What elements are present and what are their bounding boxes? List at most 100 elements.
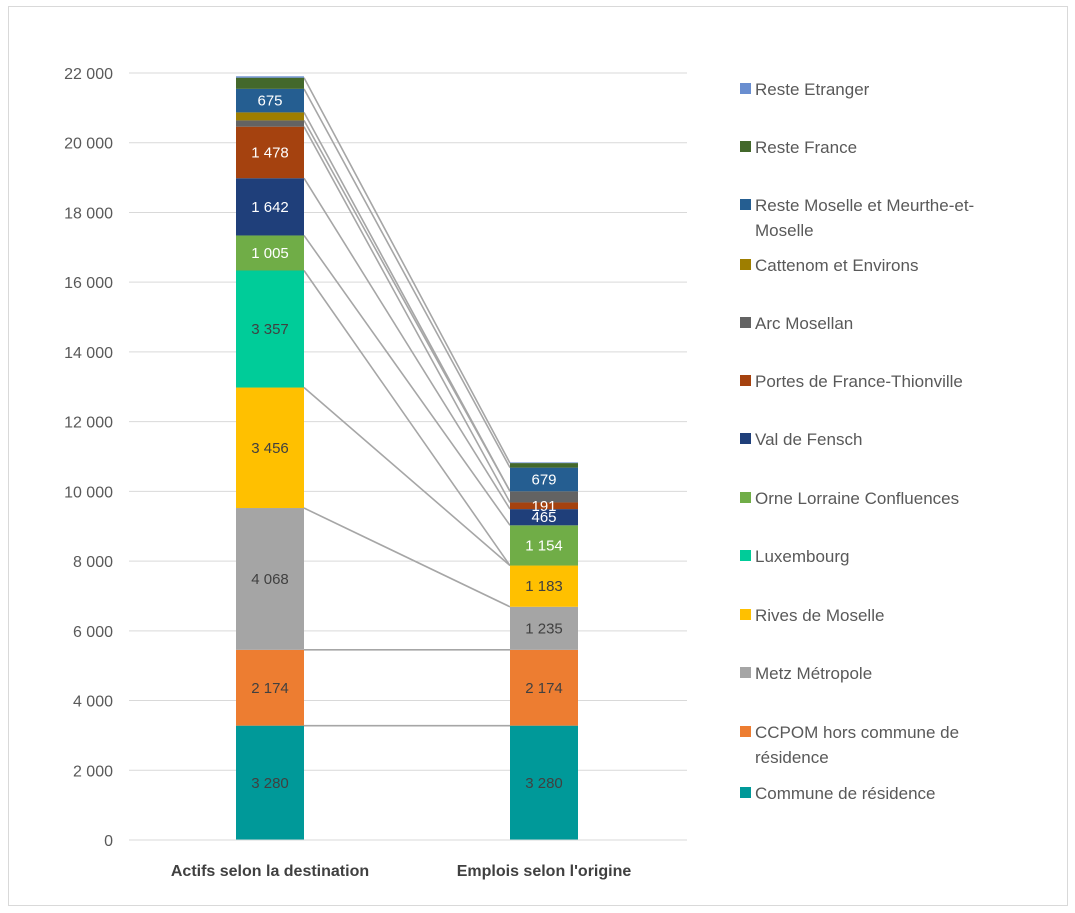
y-tick-label: 12 000 <box>64 415 113 432</box>
bar-segment <box>510 725 578 840</box>
bar-segment <box>510 467 578 492</box>
bar-segment <box>236 112 304 121</box>
data-label: 3 280 <box>251 775 289 792</box>
legend-label: Arc Mosellan <box>755 314 853 333</box>
y-tick-label: 14 000 <box>64 345 113 362</box>
data-label: 679 <box>531 471 556 488</box>
data-label: 2 174 <box>525 680 563 697</box>
legend-swatch <box>740 375 751 386</box>
bar-segment <box>510 565 578 607</box>
bar-segment <box>236 76 304 78</box>
data-label: 1 154 <box>525 537 563 554</box>
legend-label: Reste Etranger <box>755 80 870 99</box>
series-connectors <box>303 77 511 727</box>
x-category-label: Emplois selon l'origine <box>457 863 632 880</box>
y-tick-label: 16 000 <box>64 275 113 292</box>
bar-segment <box>510 491 578 503</box>
bar-segment <box>510 463 578 468</box>
legend-label: Moselle <box>755 221 814 240</box>
y-tick-label: 8 000 <box>73 554 113 571</box>
legend-swatch <box>740 609 751 620</box>
data-label: 1 642 <box>251 199 289 216</box>
legend-swatch <box>740 199 751 210</box>
data-label: 3 280 <box>525 775 563 792</box>
y-tick-label: 4 000 <box>73 694 113 711</box>
data-label: 2 174 <box>251 680 289 697</box>
y-tick-label: 10 000 <box>64 484 113 501</box>
legend-label: Rives de Moselle <box>755 606 884 625</box>
legend-swatch <box>740 141 751 152</box>
legend-label: Commune de résidence <box>755 784 935 803</box>
bar-segment <box>236 88 304 113</box>
data-label: 1 005 <box>251 245 289 262</box>
legend-label: CCPOM hors commune de <box>755 723 959 742</box>
legend-swatch <box>740 433 751 444</box>
bar-segment <box>510 525 578 566</box>
series-line <box>303 77 511 464</box>
bar-segment <box>236 649 304 726</box>
series-line <box>303 126 511 503</box>
series-line <box>303 112 511 492</box>
chart-frame: 0 2 000 4 000 6 000 8 000 10 000 12 000 14 000 1… <box>8 6 1068 906</box>
data-label: 191 <box>531 498 556 515</box>
bar-segment <box>236 120 304 127</box>
legend-label: Reste Moselle et Meurthe-et- <box>755 196 974 215</box>
gridlines <box>129 72 687 841</box>
bar-segment <box>236 77 304 89</box>
legend-swatch <box>740 787 751 798</box>
bar-segment <box>236 725 304 840</box>
legend-label: Orne Lorraine Confluences <box>755 489 959 508</box>
bar-segment <box>236 126 304 179</box>
data-label: 675 <box>257 93 282 110</box>
bar-segment <box>236 387 304 509</box>
x-axis: Actifs selon la destination Emplois selon… <box>129 839 687 880</box>
bar-segment <box>236 508 304 650</box>
legend-label: Reste France <box>755 138 857 157</box>
stacked-bar-chart: 0 2 000 4 000 6 000 8 000 10 000 12 000 14 000 1… <box>64 66 974 880</box>
legend-swatch <box>740 259 751 270</box>
series-line <box>303 177 511 510</box>
data-label: 3 357 <box>251 321 289 338</box>
bar-segment <box>510 502 578 510</box>
data-labels: 3 280 2 174 4 068 3 456 3 357 1 005 1 642 1 478… <box>251 93 563 792</box>
y-tick-label: 2 000 <box>73 763 113 780</box>
data-label: 1 478 <box>251 144 289 161</box>
y-tick-label: 20 000 <box>64 136 113 153</box>
legend-swatch <box>740 492 751 503</box>
data-label: 1 183 <box>525 578 563 595</box>
x-category-label: Actifs selon la destination <box>171 863 369 880</box>
y-tick-label: 0 <box>104 833 113 850</box>
legend-label: Portes de France-Thionville <box>755 372 963 391</box>
bar-segment <box>510 606 578 650</box>
legend-label: Metz Métropole <box>755 664 872 683</box>
series-line <box>303 386 511 567</box>
legend-swatch <box>740 726 751 737</box>
y-tick-label: 22 000 <box>64 66 113 83</box>
legend-swatch <box>740 550 751 561</box>
data-label: 4 068 <box>251 571 289 588</box>
bar-segment <box>510 509 578 526</box>
data-label: 3 456 <box>251 440 289 457</box>
y-tick-label: 18 000 <box>64 205 113 222</box>
bar-segment <box>510 462 578 464</box>
legend-swatch <box>740 317 751 328</box>
y-tick-label: 6 000 <box>73 624 113 641</box>
bar-segment <box>236 270 304 388</box>
legend-swatch <box>740 83 751 94</box>
bar-segment <box>510 649 578 726</box>
legend-label: Val de Fensch <box>755 430 862 449</box>
legend-swatch <box>740 667 751 678</box>
series-line <box>303 507 511 608</box>
series-line <box>303 235 511 526</box>
legend-label: Cattenom et Environs <box>755 256 918 275</box>
data-label: 1 235 <box>525 620 563 637</box>
bars <box>236 76 578 840</box>
data-label: 465 <box>531 509 556 526</box>
bar-segment <box>236 235 304 271</box>
legend-label: résidence <box>755 748 829 767</box>
legend: Reste Etranger Reste France Reste Moselle … <box>740 80 974 803</box>
y-axis: 0 2 000 4 000 6 000 8 000 10 000 12 000 14 000 1… <box>64 66 113 850</box>
bar-segment <box>236 178 304 236</box>
legend-label: Luxembourg <box>755 547 850 566</box>
series-line <box>303 88 511 469</box>
